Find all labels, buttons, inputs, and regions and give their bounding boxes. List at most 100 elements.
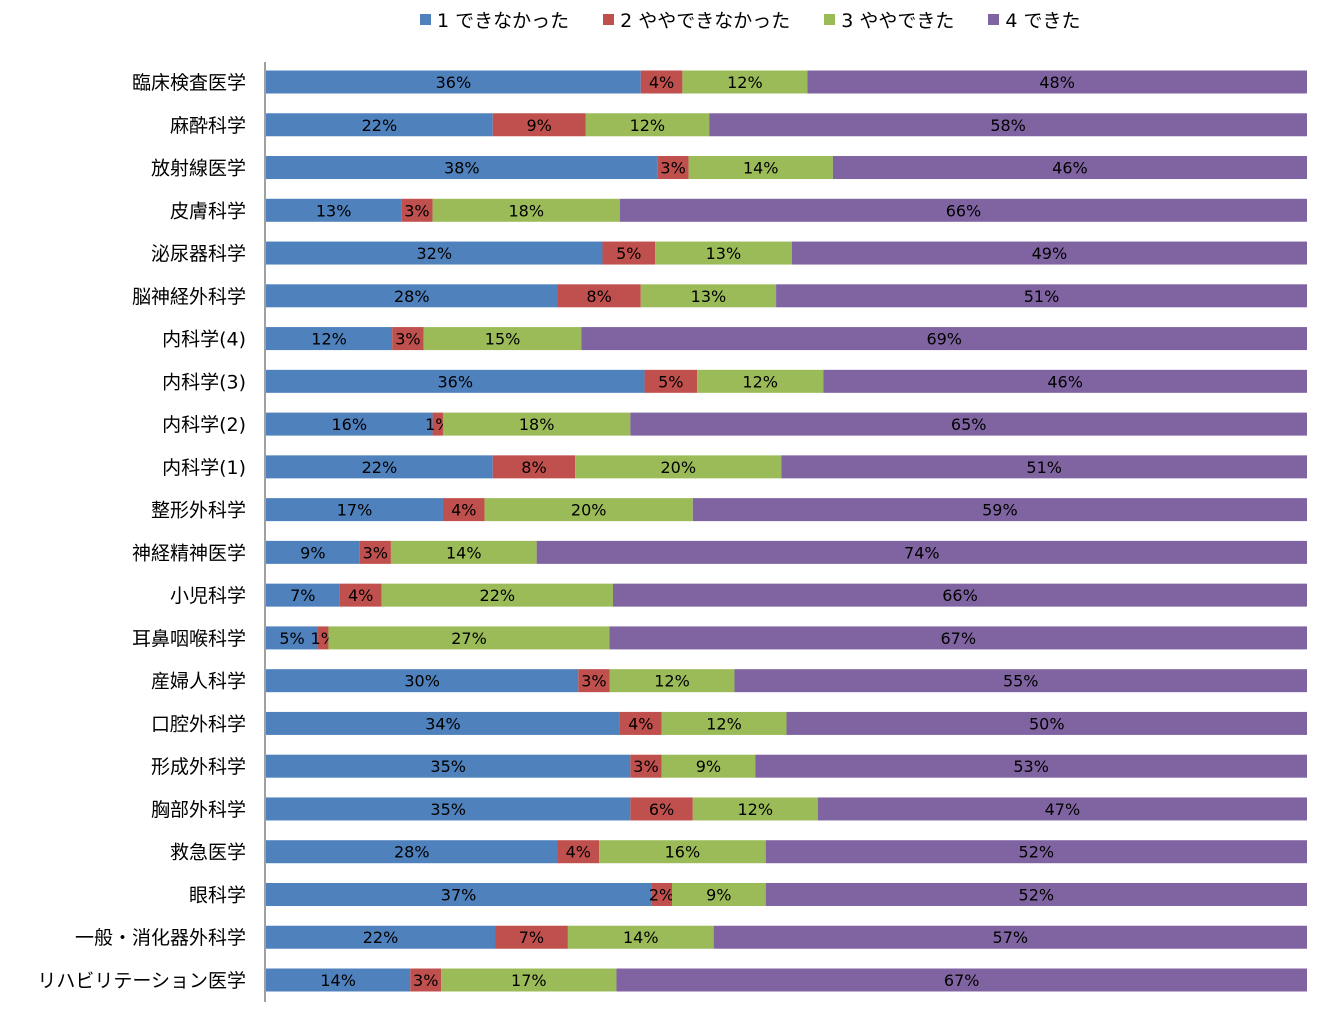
bar-segment <box>401 198 433 222</box>
data-label: 66% <box>946 201 982 220</box>
data-label: 20% <box>571 501 607 520</box>
data-label: 13% <box>691 287 727 306</box>
data-label: 36% <box>437 372 473 391</box>
data-label: 12% <box>742 372 778 391</box>
data-label: 27% <box>451 629 487 648</box>
bar-segment <box>266 583 340 607</box>
data-label: 3% <box>660 159 685 178</box>
data-label: 14% <box>320 971 356 990</box>
data-label: 46% <box>1047 372 1083 391</box>
bar-segment <box>318 626 329 650</box>
data-label: 28% <box>394 287 430 306</box>
legend-swatch-2 <box>603 14 615 25</box>
data-label: 57% <box>993 928 1029 947</box>
bar-segment <box>692 498 1307 522</box>
bar-segment <box>432 198 620 222</box>
data-label: 50% <box>1029 714 1065 733</box>
category-label: 内科学(2) <box>162 414 246 436</box>
bar-segment <box>781 455 1307 479</box>
bar-segment <box>776 284 1307 308</box>
bar-segment <box>423 327 582 351</box>
data-label: 34% <box>425 714 461 733</box>
data-label: 65% <box>951 415 987 434</box>
bar-segment <box>640 284 777 308</box>
data-label: 28% <box>394 843 430 862</box>
bar-segment <box>266 455 493 479</box>
data-label: 4% <box>628 714 653 733</box>
category-label: 一般・消化器外科学 <box>75 927 246 949</box>
bar-segment <box>266 626 319 650</box>
bar-segment <box>581 327 1307 351</box>
bar-segment <box>609 626 1307 650</box>
bar-segment <box>266 754 631 778</box>
data-label: 20% <box>660 458 696 477</box>
data-label: 12% <box>630 116 666 135</box>
data-label: 37% <box>441 885 477 904</box>
legend-label-2: 2 ややできなかった <box>620 10 791 32</box>
data-label: 6% <box>649 800 674 819</box>
bar-segment <box>692 797 818 821</box>
data-label: 66% <box>942 586 978 605</box>
data-label: 22% <box>362 458 398 477</box>
data-label: 58% <box>990 116 1026 135</box>
data-label: 3% <box>581 672 606 691</box>
bar-segment <box>266 968 411 992</box>
bar-segment <box>484 498 693 522</box>
category-label: 放射線医学 <box>151 158 246 180</box>
data-label: 35% <box>430 757 466 776</box>
bar-segment <box>657 156 689 180</box>
bar-segment <box>616 968 1307 992</box>
bar-segment <box>557 284 641 308</box>
data-label: 4% <box>649 73 674 92</box>
bar-segment <box>630 754 662 778</box>
data-label: 5% <box>279 629 304 648</box>
bar-segment <box>266 241 603 265</box>
category-label: 産婦人科学 <box>151 671 246 693</box>
data-label: 8% <box>586 287 611 306</box>
legend-label-1: 1 できなかった <box>437 10 570 32</box>
data-label: 17% <box>511 971 547 990</box>
bar-segment <box>630 412 1307 436</box>
category-label: 皮膚科学 <box>170 200 246 222</box>
data-label: 14% <box>623 928 659 947</box>
bar-segment <box>791 241 1307 265</box>
bar-segment <box>266 156 658 180</box>
bar-segment <box>644 369 698 393</box>
data-label: 12% <box>727 73 763 92</box>
category-label: 眼科学 <box>189 884 246 906</box>
data-label: 51% <box>1026 458 1062 477</box>
bar-segment <box>557 840 600 864</box>
data-label: 55% <box>1003 672 1039 691</box>
data-label: 30% <box>404 672 440 691</box>
data-label: 12% <box>654 672 690 691</box>
data-label: 59% <box>982 501 1018 520</box>
bar-segment <box>602 241 656 265</box>
legend-swatch-4 <box>988 14 1000 25</box>
data-label: 4% <box>451 501 476 520</box>
data-label: 5% <box>658 372 683 391</box>
bar-segment <box>832 156 1307 180</box>
data-label: 15% <box>485 330 521 349</box>
data-label: 3% <box>633 757 658 776</box>
bar-segment <box>536 540 1307 564</box>
bar-segment <box>266 669 579 693</box>
bar-segment <box>655 241 792 265</box>
bar-segment <box>495 925 568 949</box>
chart-legend: 1 できなかった 2 ややできなかった 3 ややできた 4 できた <box>420 6 1081 33</box>
bar-segment <box>266 925 496 949</box>
bar-segment <box>442 498 485 522</box>
data-label: 3% <box>413 971 438 990</box>
bar-segment <box>575 455 782 479</box>
category-label: 麻酔科学 <box>170 115 246 137</box>
bar-segment <box>266 882 652 906</box>
category-label: 臨床検査医学 <box>132 72 246 94</box>
bar-segment <box>266 369 645 393</box>
bar-segment <box>585 113 710 137</box>
bar-segment <box>713 925 1307 949</box>
data-label: 52% <box>1019 885 1055 904</box>
bar-segment <box>619 711 662 735</box>
category-label: 泌尿器科学 <box>151 243 246 265</box>
data-label: 32% <box>416 244 452 263</box>
bar-segment <box>492 113 586 137</box>
